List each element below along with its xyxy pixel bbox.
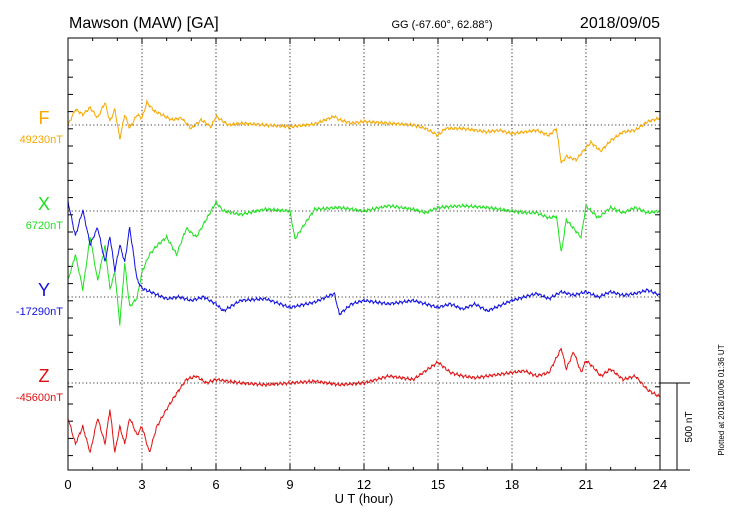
x-tick-label: 9 [286,477,293,492]
x-tick-label: 3 [138,477,145,492]
x-tick-label: 18 [505,477,519,492]
scale-bar-label: 500 nT [684,411,695,442]
channel-labels: F 49230nT X 6720nT Y -17290nT Z -45600nT [16,108,63,404]
trace-x [67,198,661,326]
traces [67,99,661,453]
x-tick-label: 21 [579,477,593,492]
baseline-value-y: -17290nT [16,306,63,318]
plot-frame [67,37,661,471]
scale-bar: 500 nT [660,382,695,471]
x-tick-labels: 0 3 6 9 12 15 18 21 24 [64,477,667,492]
coordinates-label: GG (-67.60°, 62.88°) [391,19,492,31]
x-axis-label: U T (hour) [335,491,394,506]
trace-y [67,200,661,316]
baseline-value-z: -45600nT [16,392,63,404]
date-label: 2018/09/05 [580,15,660,32]
x-tick-label: 15 [431,477,445,492]
plot-grid [67,38,661,470]
baseline-value-f: 49230nT [20,134,64,146]
channel-name-x: X [38,194,50,214]
channel-name-f: F [39,108,50,128]
channel-name-z: Z [39,366,50,386]
x-tick-label: 24 [653,477,667,492]
x-tick-label: 12 [357,477,371,492]
station-title: Mawson (MAW) [GA] [69,15,219,32]
plotted-at-note: Plotted at 2018/10/06 01:36 UT [717,344,726,455]
trace-f [67,99,661,164]
trace-z [67,348,661,453]
x-tick-label: 0 [64,477,71,492]
baseline-value-x: 6720nT [26,220,64,232]
channel-name-y: Y [38,280,50,300]
x-tick-label: 6 [212,477,219,492]
